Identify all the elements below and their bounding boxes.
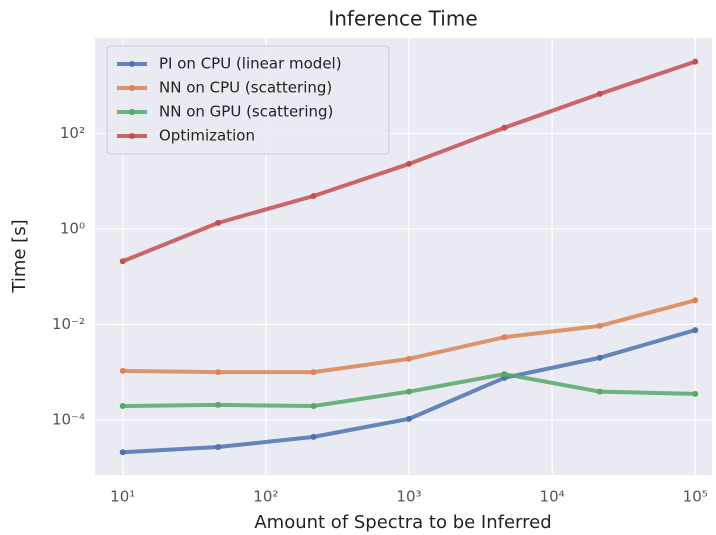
y-axis-label: Time [s] — [9, 219, 30, 293]
point — [596, 322, 603, 329]
point — [310, 192, 317, 199]
x-tick-label: 10⁴ — [540, 488, 565, 506]
point — [405, 160, 412, 167]
point — [215, 219, 222, 226]
chart-title: Inference Time — [328, 7, 477, 31]
legend-label: NN on CPU (scattering) — [159, 79, 332, 97]
point — [501, 334, 508, 341]
point — [596, 388, 603, 395]
y-tick-label: 10⁻⁴ — [52, 410, 85, 428]
point — [405, 355, 412, 362]
legend-marker — [129, 61, 135, 67]
point — [215, 401, 222, 408]
legend-label: NN on GPU (scattering) — [159, 103, 333, 121]
x-axis-label: Amount of Spectra to be Inferred — [254, 512, 551, 533]
point — [501, 371, 508, 378]
point — [405, 415, 412, 422]
point — [692, 390, 699, 397]
x-tick-label: 10¹ — [110, 488, 135, 506]
point — [310, 369, 317, 376]
legend-label: PI on CPU (linear model) — [159, 55, 342, 73]
x-tick-label: 10⁵ — [683, 488, 708, 506]
legend-marker — [129, 133, 135, 139]
legend: PI on CPU (linear model) NN on CPU (scatt… — [106, 45, 390, 155]
point — [215, 444, 222, 451]
point — [310, 403, 317, 410]
point — [119, 449, 126, 456]
legend-label: Optimization — [159, 127, 255, 145]
point — [692, 58, 699, 65]
legend-box — [106, 45, 390, 155]
point — [215, 369, 222, 376]
x-tick-label: 10³ — [396, 488, 421, 506]
point — [596, 90, 603, 97]
y-tick-label: 10⁰ — [60, 219, 85, 237]
y-tick-label: 10⁻² — [52, 315, 85, 333]
legend-marker — [129, 109, 135, 115]
point — [310, 433, 317, 440]
y-tick-label: 10² — [60, 124, 85, 142]
point — [692, 297, 699, 304]
legend-marker — [129, 85, 135, 91]
point — [692, 327, 699, 334]
point — [119, 403, 126, 410]
x-tick-label: 10² — [253, 488, 278, 506]
point — [119, 258, 126, 265]
point — [596, 354, 603, 361]
point — [501, 124, 508, 131]
point — [405, 388, 412, 395]
point — [119, 367, 126, 374]
